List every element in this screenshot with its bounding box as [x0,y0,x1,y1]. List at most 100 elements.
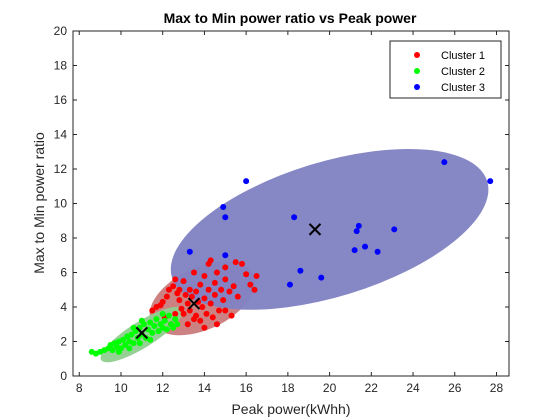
centroid-marker [187,297,201,310]
data-point-cluster-2 [130,340,137,347]
data-point-cluster-2 [149,329,156,336]
data-point-cluster-1 [251,286,258,293]
ellipse-cluster-3 [170,148,489,310]
data-point-cluster-2 [172,316,179,323]
data-point-cluster-3 [297,267,304,274]
data-point-cluster-3 [391,226,398,233]
data-point-cluster-3 [291,214,298,221]
x-tick-label: 20 [323,381,337,395]
y-tick-label: 20 [54,24,68,38]
data-point-cluster-3 [487,178,494,185]
data-point-cluster-2 [128,331,135,338]
chart-title: Max to Min power ratio vs Peak power [164,10,417,26]
data-point-cluster-2 [165,312,172,319]
data-point-cluster-3 [220,203,227,210]
legend-label: Cluster 3 [441,82,485,94]
data-point-cluster-1 [213,269,220,276]
data-point-cluster-1 [207,257,214,264]
data-point-cluster-3 [355,222,362,229]
x-tick-label: 14 [198,381,212,395]
data-point-cluster-1 [190,269,197,276]
y-tick-label: 16 [54,93,68,107]
y-tick-label: 0 [60,369,67,383]
data-point-cluster-1 [193,288,200,295]
data-point-cluster-1 [205,286,212,293]
data-point-cluster-3 [374,248,381,255]
centroid-layer [135,223,322,340]
data-point-cluster-1 [234,293,241,300]
x-tick-label: 28 [490,381,504,395]
data-point-cluster-1 [172,276,179,283]
data-point-cluster-1 [201,272,208,279]
data-point-cluster-1 [238,260,245,267]
centroid-stroke [187,297,201,310]
data-point-cluster-1 [243,271,250,278]
data-point-cluster-2 [130,324,137,331]
y-tick-label: 12 [54,162,68,176]
data-point-cluster-2 [126,345,133,352]
x-tick-label: 18 [281,381,295,395]
data-point-cluster-3 [351,247,358,254]
data-point-cluster-1 [216,307,223,314]
data-point-cluster-1 [176,297,183,304]
data-point-cluster-1 [197,281,204,288]
data-point-cluster-1 [218,286,225,293]
data-point-cluster-1 [163,293,170,300]
data-point-cluster-1 [178,305,185,312]
centroid-marker [308,223,322,236]
data-point-cluster-2 [115,348,122,355]
data-point-cluster-1 [247,281,254,288]
data-point-cluster-3 [222,214,229,221]
data-point-cluster-1 [207,300,214,307]
data-point-cluster-1 [184,300,191,307]
y-tick-label: 6 [60,266,67,280]
data-point-cluster-1 [230,283,237,290]
legend-marker [414,68,420,74]
data-point-cluster-1 [228,312,235,319]
data-point-cluster-2 [120,336,127,343]
legend-marker [414,52,420,58]
data-point-cluster-1 [213,321,220,328]
data-point-cluster-2 [136,340,143,347]
data-point-cluster-1 [165,286,172,293]
centroid-marker [135,326,149,340]
x-tick-label: 22 [365,381,379,395]
legend-box [389,40,502,99]
data-point-cluster-2 [155,328,162,335]
y-tick-label: 10 [54,197,68,211]
legend-item-cluster-1: Cluster 1 [414,50,485,62]
data-point-cluster-2 [122,341,129,348]
data-point-cluster-1 [182,291,189,298]
x-tick-label: 12 [156,381,170,395]
y-axis-label: Max to Min power ratio [31,132,47,274]
data-point-cluster-1 [149,307,156,314]
x-axis: 8 10 12 14 16 18 20 22 24 26 28 [76,31,504,395]
legend-label: Cluster 1 [441,50,485,62]
data-point-cluster-1 [211,291,218,298]
data-point-cluster-1 [199,304,206,310]
data-point-cluster-3 [243,178,250,185]
centroid-stroke [135,326,149,340]
data-point-cluster-3 [441,159,448,166]
data-point-cluster-2 [161,317,168,324]
data-point-cluster-2 [163,326,170,333]
data-point-cluster-1 [203,310,210,317]
centroid-stroke [308,223,322,236]
data-point-cluster-1 [190,316,197,323]
y-tick-label: 2 [60,335,67,349]
data-point-cluster-1 [172,310,179,317]
data-point-cluster-2 [153,316,160,323]
data-point-cluster-2 [147,319,154,326]
data-point-cluster-1 [186,307,193,314]
data-point-cluster-1 [232,259,239,266]
data-point-cluster-1 [253,272,260,279]
data-point-cluster-2 [159,310,166,317]
data-point-cluster-3 [362,243,369,250]
x-tick-label: 10 [114,381,128,395]
legend: Cluster 1 Cluster 2 Cluster 3 [389,40,502,99]
y-axis: 0 2 4 6 8 10 12 14 16 18 20 [54,24,509,383]
data-point-cluster-2 [174,321,181,328]
legend-label: Cluster 2 [441,66,485,78]
data-point-cluster-1 [226,288,233,295]
